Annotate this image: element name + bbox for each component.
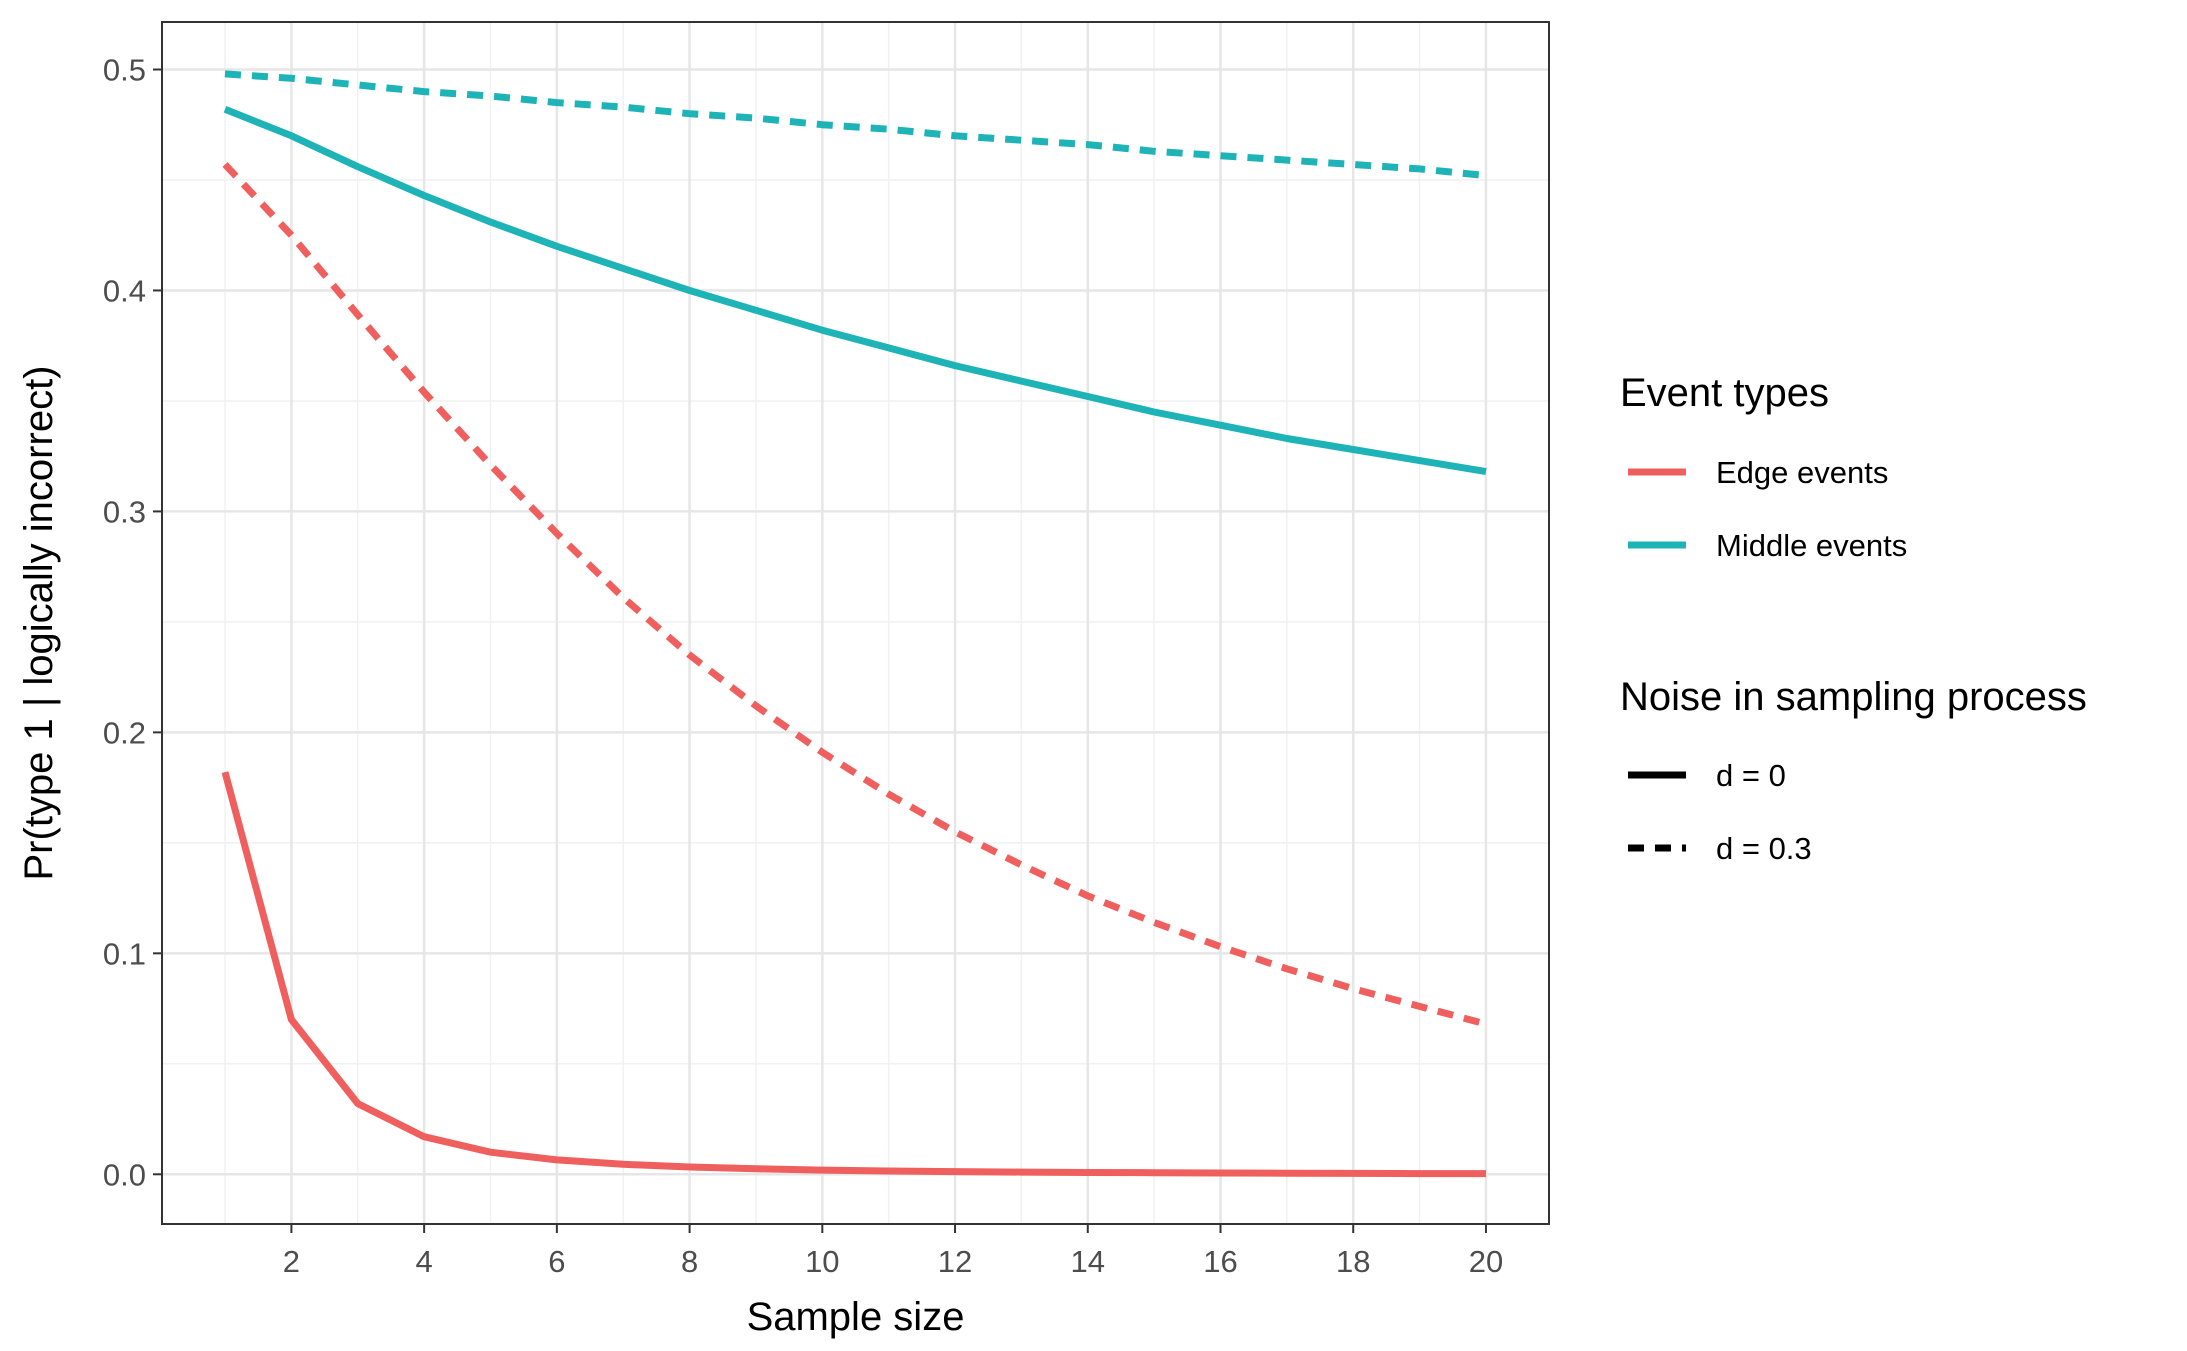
x-tick-label: 10 — [805, 1244, 839, 1279]
y-tick-label: 0.0 — [103, 1157, 146, 1192]
series-lines — [221, 70, 1487, 1178]
legend-label-d0: d = 0 — [1716, 758, 1786, 793]
y-tick-label: 0.1 — [103, 936, 146, 971]
series-line-edge-events-d0 — [221, 771, 1486, 1178]
plot-panel-background — [162, 22, 1549, 1224]
y-tick-label: 0.4 — [103, 273, 146, 308]
x-tick-label: 4 — [416, 1244, 433, 1279]
x-tick-label: 2 — [283, 1244, 300, 1279]
legend-label-middle-events: Middle events — [1716, 528, 1907, 563]
series-line-middle-events-d0-3 — [224, 70, 1487, 180]
plot-panel-border — [161, 21, 1550, 1225]
y-tick-label: 0.2 — [103, 715, 146, 750]
x-tick-label: 20 — [1469, 1244, 1503, 1279]
x-tick-label: 16 — [1203, 1244, 1237, 1279]
y-axis-title: Pr(type 1 | logically incorrect) — [17, 366, 61, 881]
legend-label-edge-events: Edge events — [1716, 455, 1888, 490]
x-tick-label: 18 — [1336, 1244, 1370, 1279]
legend-label-d03: d = 0.3 — [1716, 831, 1812, 866]
y-axis: 0.0 0.1 0.2 0.3 0.4 0.5 — [103, 53, 162, 1192]
legend-title-event-types: Event types — [1620, 371, 1829, 415]
x-tick-label: 8 — [681, 1244, 698, 1279]
x-tick-label: 6 — [548, 1244, 565, 1279]
legend-title-noise: Noise in sampling process — [1620, 675, 2087, 719]
y-tick-label: 0.5 — [103, 53, 146, 88]
x-axis: 2 4 6 8 10 12 14 16 18 20 — [283, 1224, 1503, 1279]
y-tick-label: 0.3 — [103, 494, 146, 529]
x-tick-label: 14 — [1071, 1244, 1105, 1279]
series-line-middle-events-d0 — [223, 106, 1487, 476]
x-axis-title: Sample size — [747, 1295, 965, 1339]
x-tick-label: 12 — [938, 1244, 972, 1279]
legend: Event types Edge events Middle events No… — [1620, 371, 2087, 866]
